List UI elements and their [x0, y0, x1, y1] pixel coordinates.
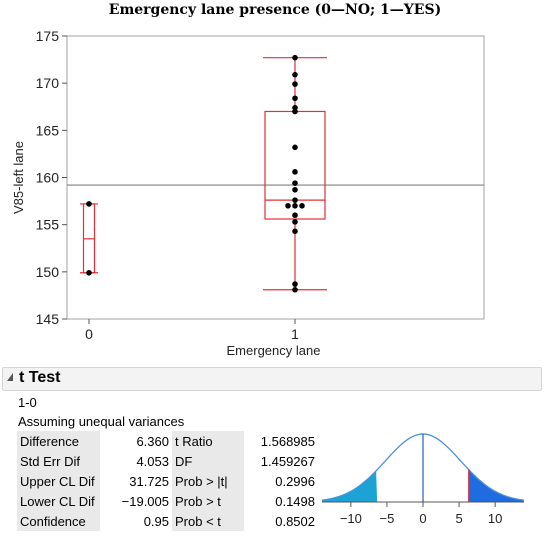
data-point: [292, 212, 298, 219]
ttest-section-header[interactable]: t Test: [2, 367, 542, 391]
stat-label: Confidence: [17, 511, 100, 531]
plot-frame: [66, 35, 485, 320]
data-point: [292, 169, 298, 175]
left-tail-area: [322, 470, 378, 502]
stat-label: t Ratio: [172, 431, 244, 451]
dist-x-tick-label: 0: [419, 511, 426, 526]
stat-label: Upper CL Dif: [17, 471, 100, 491]
stats-row: Confidence 0.95 Prob < t 0.8502: [17, 511, 318, 531]
stat-label: Prob < t: [172, 511, 244, 531]
x-tick-label: 0: [85, 326, 93, 342]
data-point: [292, 95, 298, 102]
stat-value: 0.2996: [244, 471, 318, 491]
box-plot-chart: 145 150 155 160 165 170 175 0 1 V85-left lane Emer…: [11, 28, 485, 358]
ttest-stats-table: Difference 6.360 t Ratio 1.568985 Std Err Di…: [17, 431, 318, 531]
stat-label: Std Err Dif: [17, 451, 100, 471]
stat-label: Difference: [17, 431, 100, 451]
assumption-label: Assuming unequal variances: [18, 414, 185, 429]
y-axis-label: V85-left lane: [11, 141, 26, 214]
data-point: [292, 286, 298, 293]
y-tick-label: 165: [36, 122, 60, 138]
x-axis-label: Emergency lane: [227, 343, 321, 358]
stat-value: 0.8502: [244, 511, 318, 531]
dist-x-tick-label: −10: [340, 511, 362, 526]
data-point: [86, 201, 92, 207]
data-point: [292, 219, 298, 225]
stat-value: 1.459267: [244, 451, 318, 471]
y-tick-label: 175: [36, 28, 60, 44]
stats-row: Upper CL Dif 31.725 Prob > |t| 0.2996: [17, 471, 318, 491]
x-tick-label: 1: [291, 326, 299, 342]
comparison-label: 1-0: [18, 395, 37, 410]
stats-row: Std Err Dif 4.053 DF 1.459267: [17, 451, 318, 471]
y-tick-label: 170: [36, 75, 60, 91]
stat-value: 0.1498: [244, 491, 318, 511]
y-tick-label: 155: [36, 217, 60, 233]
stat-value: 31.725: [100, 471, 172, 491]
dist-x-tick-label: −5: [380, 511, 395, 526]
chart-title: Emergency lane presence (0—NO; 1—YES): [108, 2, 442, 18]
stats-row: Lower CL Dif −19.005 Prob > t 0.1498: [17, 491, 318, 511]
data-point: [292, 186, 298, 193]
disclosure-triangle-icon[interactable]: [7, 373, 13, 381]
data-point: [292, 203, 298, 209]
stat-label: Lower CL Dif: [17, 491, 100, 511]
stat-label: DF: [172, 451, 244, 471]
y-tick-label: 160: [36, 170, 60, 186]
dist-x-tick-label: 5: [455, 511, 462, 526]
data-point: [292, 81, 298, 87]
t-distribution-plot: −10 −5 0 5 10: [321, 433, 525, 526]
stat-value: 1.568985: [244, 431, 318, 451]
stat-value: 6.360: [100, 431, 172, 451]
data-point: [292, 144, 298, 151]
y-tick-label: 145: [36, 311, 60, 327]
stat-value: 0.95: [100, 511, 172, 531]
data-point: [292, 54, 298, 61]
stat-value: 4.053: [100, 451, 172, 471]
data-point: [292, 180, 298, 186]
right-tail-area: [468, 469, 524, 502]
data-point: [292, 228, 298, 235]
y-tick-label: 150: [36, 264, 60, 280]
data-point: [292, 197, 298, 203]
stat-label: Prob > t: [172, 491, 244, 511]
data-point: [86, 269, 92, 276]
data-point: [292, 281, 298, 287]
stats-row: Difference 6.360 t Ratio 1.568985: [17, 431, 318, 451]
stat-label: Prob > |t|: [172, 471, 244, 491]
data-point: [285, 203, 291, 209]
data-point: [299, 203, 305, 209]
dist-x-tick-label: 10: [488, 511, 502, 526]
ttest-title: t Test: [19, 369, 61, 386]
stat-value: −19.005: [100, 491, 172, 511]
data-point: [292, 108, 298, 115]
data-point: [292, 71, 298, 78]
